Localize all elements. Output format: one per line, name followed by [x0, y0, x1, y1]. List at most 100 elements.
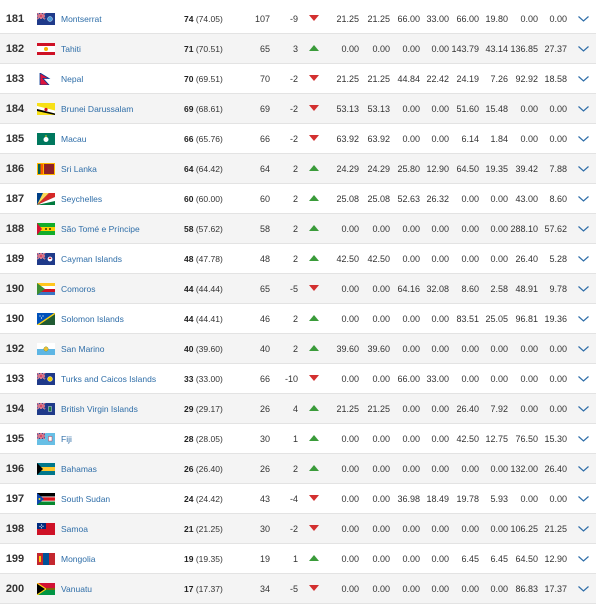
- score-value: 76.50: [515, 434, 538, 444]
- total-points: 19 (19.35): [184, 544, 274, 574]
- score-value: 5.93: [490, 494, 508, 504]
- score-value: 66.00: [397, 14, 420, 24]
- chevron-down-icon[interactable]: [576, 484, 592, 514]
- team-name-link[interactable]: Turks and Caicos Islands: [61, 374, 157, 384]
- rank: 188: [5, 223, 25, 235]
- team-name-link[interactable]: San Marino: [61, 344, 105, 354]
- score-value: 9.78: [549, 284, 567, 294]
- score-value: 0.00: [520, 14, 538, 24]
- team-name-link[interactable]: Nepal: [61, 74, 84, 84]
- score-value: 0.00: [402, 224, 420, 234]
- table-row: 200 Vanuatu 17 (17.37) 34 -5 0.00 0.00 0.00 0.00…: [0, 574, 596, 604]
- score-value: 25.08: [367, 194, 390, 204]
- team-name-link[interactable]: Vanuatu: [61, 584, 93, 594]
- team-name-link[interactable]: Montserrat: [61, 14, 102, 24]
- rank: 200: [5, 583, 25, 595]
- team-name-link[interactable]: Samoa: [61, 524, 88, 534]
- score-value: 0.00: [402, 104, 420, 114]
- score-value: 0.00: [461, 344, 479, 354]
- team-name-link[interactable]: British Virgin Islands: [61, 404, 138, 414]
- team-name-link[interactable]: Solomon Islands: [61, 314, 124, 324]
- score-value: 0.00: [402, 464, 420, 474]
- team-name-link[interactable]: Bahamas: [61, 464, 97, 474]
- score-value: 19.80: [485, 14, 508, 24]
- previous-points: 43: [259, 494, 270, 504]
- points-exact: (69.51): [195, 74, 223, 84]
- score-value: 7.26: [490, 74, 508, 84]
- san-marino-flag-icon: [37, 343, 55, 355]
- score-value: 43.14: [485, 44, 508, 54]
- chevron-down-icon[interactable]: [576, 4, 592, 34]
- score-value: 0.00: [431, 554, 449, 564]
- chevron-down-icon[interactable]: [576, 394, 592, 424]
- team-name-link[interactable]: Seychelles: [61, 194, 103, 204]
- chevron-down-icon[interactable]: [576, 94, 592, 124]
- points-exact: (70.51): [195, 44, 223, 54]
- score-value: 24.29: [367, 164, 390, 174]
- points-exact: (28.05): [195, 434, 223, 444]
- score-value: 0.00: [431, 584, 449, 594]
- score-value: 0.00: [490, 344, 508, 354]
- score-value: 21.25: [336, 74, 359, 84]
- team-name-link[interactable]: Macau: [61, 134, 87, 144]
- chevron-down-icon[interactable]: [576, 454, 592, 484]
- chevron-down-icon[interactable]: [576, 34, 592, 64]
- total-points: 74 (74.05): [184, 4, 274, 34]
- previous-points: 34: [259, 584, 270, 594]
- rank: 192: [5, 343, 25, 355]
- score-value: 26.40: [456, 404, 479, 414]
- chevron-down-icon[interactable]: [576, 574, 592, 604]
- score-value: 36.98: [397, 494, 420, 504]
- score-value: 18.58: [544, 74, 567, 84]
- team-name-link[interactable]: São Tomé e Príncipe: [61, 224, 140, 234]
- team-name-link[interactable]: Brunei Darussalam: [61, 104, 134, 114]
- points-exact: (17.37): [195, 584, 223, 594]
- score-value: 21.25: [367, 404, 390, 414]
- score-value: 0.00: [372, 434, 390, 444]
- total-points: 33 (33.00): [184, 364, 274, 394]
- chevron-down-icon[interactable]: [576, 364, 592, 394]
- chevron-down-icon[interactable]: [576, 334, 592, 364]
- total-points: 28 (28.05): [184, 424, 274, 454]
- trend-up-icon: [309, 244, 321, 274]
- chevron-down-icon[interactable]: [576, 244, 592, 274]
- chevron-down-icon[interactable]: [576, 544, 592, 574]
- chevron-down-icon[interactable]: [576, 184, 592, 214]
- rank-change: 2: [292, 314, 298, 324]
- team-name-link[interactable]: Tahiti: [61, 44, 81, 54]
- score-value: 0.00: [372, 464, 390, 474]
- team-name-link[interactable]: Sri Lanka: [61, 164, 97, 174]
- score-value: 0.00: [549, 134, 567, 144]
- chevron-down-icon[interactable]: [576, 274, 592, 304]
- score-value: 42.50: [367, 254, 390, 264]
- score-value: 0.00: [372, 554, 390, 564]
- chevron-down-icon[interactable]: [576, 154, 592, 184]
- score-value: 0.00: [461, 374, 479, 384]
- team-name-link[interactable]: Mongolia: [61, 554, 96, 564]
- trend-down-icon: [309, 94, 321, 124]
- score-value: 44.84: [397, 74, 420, 84]
- chevron-down-icon[interactable]: [576, 64, 592, 94]
- score-value: 106.25: [510, 524, 538, 534]
- chevron-down-icon[interactable]: [576, 514, 592, 544]
- total-points: 24 (24.42): [184, 484, 274, 514]
- chevron-down-icon[interactable]: [576, 124, 592, 154]
- trend-up-icon: [309, 394, 321, 424]
- score-value: 288.10: [510, 224, 538, 234]
- team-name-link[interactable]: South Sudan: [61, 494, 111, 504]
- team-name-link[interactable]: Fiji: [61, 434, 72, 444]
- score-value: 0.00: [520, 494, 538, 504]
- trend-up-icon: [309, 544, 321, 574]
- total-points: 29 (29.17): [184, 394, 274, 424]
- previous-points: 26: [259, 464, 270, 474]
- score-value: 15.30: [544, 434, 567, 444]
- chevron-down-icon[interactable]: [576, 424, 592, 454]
- chevron-down-icon[interactable]: [576, 214, 592, 244]
- score-value: 0.00: [520, 134, 538, 144]
- chevron-down-icon[interactable]: [576, 304, 592, 334]
- team-name-link[interactable]: Comoros: [61, 284, 96, 294]
- score-value: 0.00: [341, 44, 359, 54]
- rank-change: 3: [292, 44, 298, 54]
- team-name-link[interactable]: Cayman Islands: [61, 254, 122, 264]
- score-value: 86.83: [515, 584, 538, 594]
